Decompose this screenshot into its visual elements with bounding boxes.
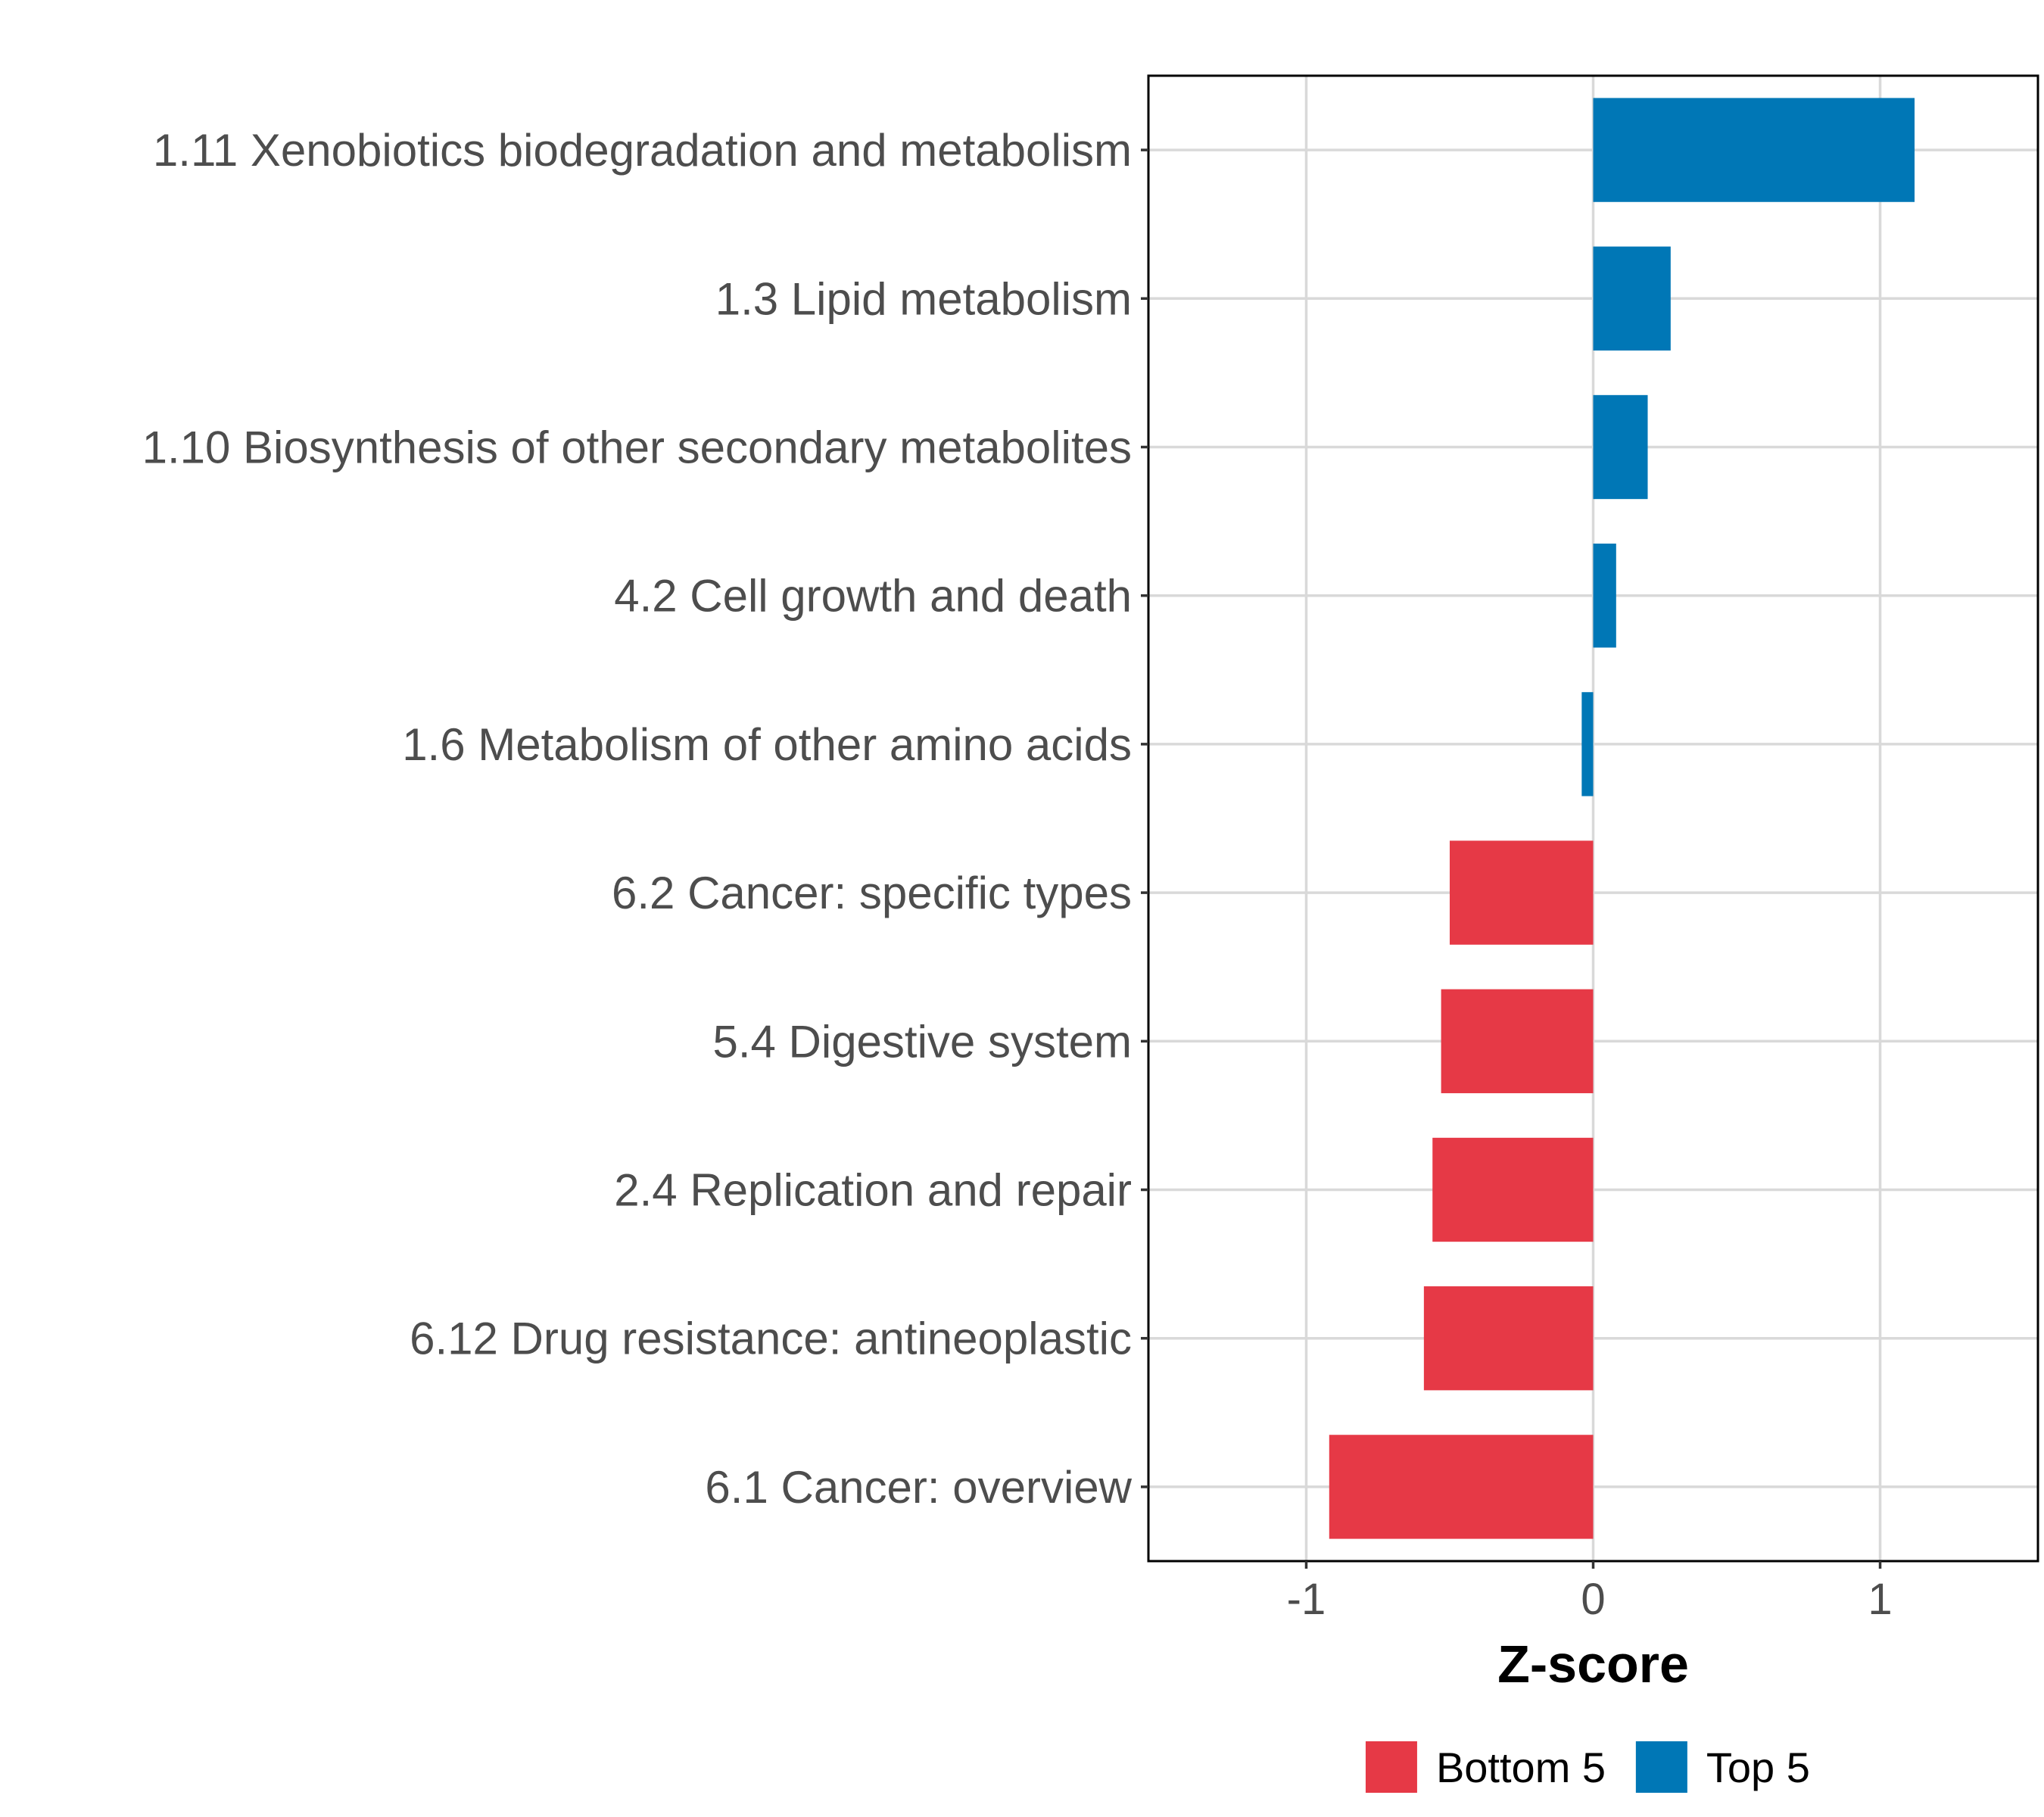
y-tick-label-9: 6.12 Drug resistance: antineoplastic [410,1314,1132,1364]
legend-label-2: Top 5 [1706,1744,1810,1791]
y-tick-label-3: 1.10 Biosynthesis of other secondary met… [142,422,1132,473]
bar-7 [1441,989,1594,1093]
bar-1 [1593,98,1915,202]
bars [1329,98,1915,1539]
y-tick-label-7: 5.4 Digestive system [712,1016,1132,1067]
bar-3 [1593,394,1648,500]
x-axis-tick-labels: -1 0 1 [1287,1575,1893,1624]
x-tick-label-1: 0 [1581,1575,1605,1624]
x-tick-label-2: 1 [1868,1575,1892,1624]
y-tick-label-5: 1.6 Metabolism of other amino acids [402,719,1132,770]
legend-label-1: Bottom 5 [1436,1744,1606,1791]
legend-swatch-1 [1365,1741,1417,1793]
bar-10 [1329,1435,1594,1539]
x-tick-label-0: -1 [1287,1575,1326,1624]
bar-2 [1593,246,1671,351]
axis-ticks [1141,148,1882,1569]
x-axis-title: Z-score [1497,1635,1689,1694]
y-axis-tick-labels: 1.11 Xenobiotics biodegradation and meta… [142,125,1133,1513]
bar-4 [1593,544,1616,648]
y-tick-label-2: 1.3 Lipid metabolism [715,273,1132,324]
y-tick-label-1: 1.11 Xenobiotics biodegradation and meta… [153,125,1132,176]
bar-9 [1423,1286,1594,1391]
bar-6 [1449,840,1594,945]
bar-5 [1581,692,1594,796]
y-tick-label-6: 6.2 Cancer: specific types [612,868,1132,918]
y-tick-label-4: 4.2 Cell growth and death [614,571,1132,622]
bar-8 [1432,1137,1594,1242]
legend-swatch-2 [1635,1741,1687,1793]
y-tick-label-10: 6.1 Cancer: overview [705,1462,1132,1513]
legend: Bottom 5 Top 5 [1365,1741,1810,1793]
y-tick-label-8: 2.4 Replication and repair [614,1165,1132,1216]
